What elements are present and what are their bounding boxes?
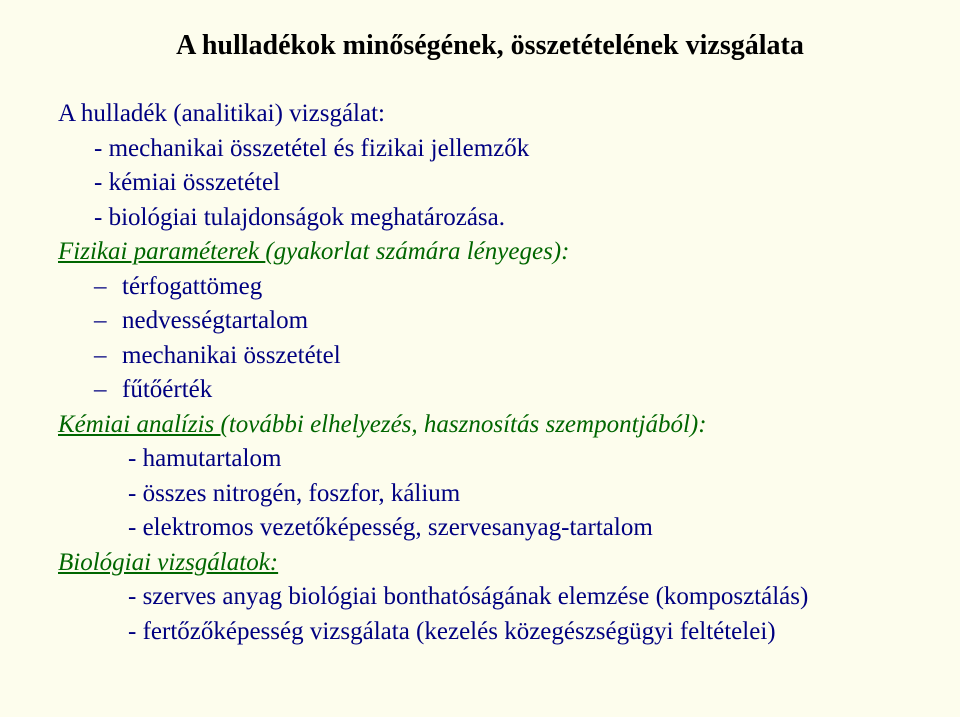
section1-item: – nedvességtartalom: [94, 304, 922, 339]
main-bullet: - mechanikai összetétel és fizikai jelle…: [94, 132, 922, 167]
main-bullet: - kémiai összetétel: [94, 166, 922, 201]
section1-heading: Fizikai paraméterek (gyakorlat számára l…: [58, 235, 922, 270]
section2-item: - összes nitrogén, foszfor, kálium: [128, 477, 922, 512]
section3-item: - fertőzőképesség vizsgálata (kezelés kö…: [128, 615, 922, 650]
section1-item-text: térfogattömeg: [122, 270, 262, 305]
section1-item: – térfogattömeg: [94, 270, 922, 305]
dash-icon: –: [94, 373, 122, 408]
section2-item: - hamutartalom: [128, 442, 922, 477]
dash-icon: –: [94, 339, 122, 374]
section1-item-text: nedvességtartalom: [122, 304, 308, 339]
section1-lead-underlined: Fizikai paraméterek: [58, 238, 265, 265]
section1-item-text: fűtőérték: [122, 373, 212, 408]
section1-lead-rest: (gyakorlat számára lényeges):: [265, 238, 569, 265]
section3-heading: Biológiai vizsgálatok:: [58, 546, 922, 581]
slide-title: A hulladékok minőségének, összetételének…: [58, 28, 922, 63]
section1-item: – mechanikai összetétel: [94, 339, 922, 374]
slide: A hulladékok minőségének, összetételének…: [0, 0, 960, 717]
section1-item-text: mechanikai összetétel: [122, 339, 341, 374]
subheading: A hulladék (analitikai) vizsgálat:: [58, 97, 922, 132]
section1-item: – fűtőérték: [94, 373, 922, 408]
dash-icon: –: [94, 270, 122, 305]
section2-item: - elektromos vezetőképesség, szervesanya…: [128, 511, 922, 546]
section2-lead-rest: (további elhelyezés, hasznosítás szempon…: [221, 411, 707, 438]
section2-lead-underlined: Kémiai analízis: [58, 411, 221, 438]
section3-item: - szerves anyag biológiai bonthatóságána…: [128, 580, 922, 615]
dash-icon: –: [94, 304, 122, 339]
main-bullet: - biológiai tulajdonságok meghatározása.: [94, 201, 922, 236]
section2-heading: Kémiai analízis (további elhelyezés, has…: [58, 408, 922, 443]
